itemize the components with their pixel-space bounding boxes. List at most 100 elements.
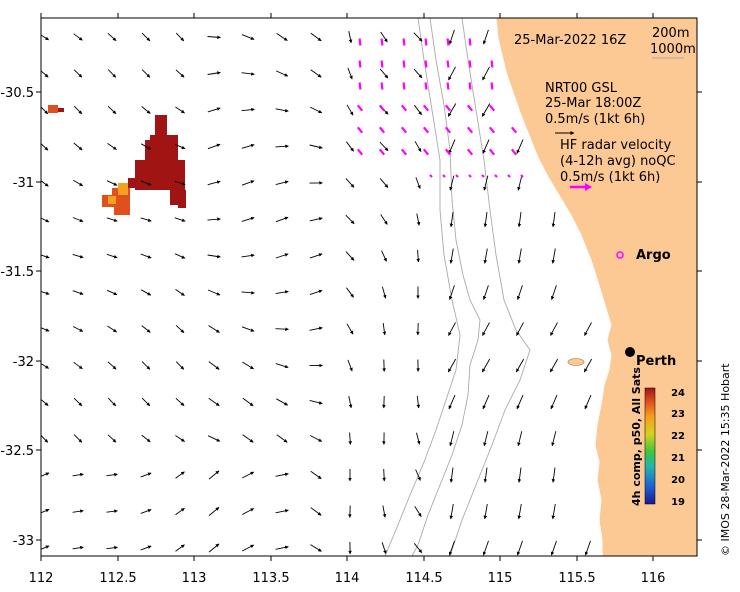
colorbar-gradient (644, 387, 656, 505)
radar-arrow (446, 82, 450, 90)
current-arrow (207, 143, 221, 150)
current-arrow (416, 249, 420, 263)
current-arrow (141, 361, 151, 370)
current-arrow (483, 504, 488, 520)
current-arrow (309, 106, 323, 114)
current-arrow (416, 395, 421, 409)
current-arrow (241, 72, 255, 76)
radar-arrow (494, 174, 498, 178)
current-arrow (346, 287, 354, 298)
current-arrow (448, 394, 456, 410)
current-arrow (175, 69, 185, 78)
radar-arrow (402, 82, 406, 90)
current-arrow (140, 289, 152, 296)
x-tick-label: 113 (182, 571, 207, 586)
current-arrow (551, 431, 557, 447)
current-arrow (242, 397, 254, 407)
current-arrow (347, 359, 353, 372)
radar-arrow (446, 38, 450, 46)
current-arrow (482, 29, 489, 45)
colorbar-title: 4h comp, p50, All Sats (630, 367, 643, 506)
current-arrow (309, 289, 323, 296)
rottnest-island (567, 358, 585, 366)
current-arrow (483, 248, 488, 264)
colorbar-tick: 24 (671, 388, 685, 399)
current-arrow (275, 363, 289, 369)
current-arrow (207, 180, 221, 186)
current-arrow (482, 285, 489, 300)
colorbar-tick: 23 (671, 409, 685, 420)
current-arrow (551, 467, 556, 483)
radar-arrow (356, 126, 364, 134)
current-arrow (416, 213, 421, 226)
current-arrow (347, 67, 353, 80)
current-arrow (517, 212, 522, 228)
current-arrow (207, 435, 221, 442)
radar-arrow (424, 60, 428, 68)
current-arrow (310, 507, 322, 516)
current-arrow (517, 467, 522, 483)
current-arrow (241, 544, 255, 552)
current-arrow (72, 290, 84, 295)
radar-arrow (380, 38, 384, 46)
current-arrow (175, 397, 185, 407)
y-tick-label: -31.5 (0, 265, 34, 280)
current-arrow (551, 212, 556, 228)
current-arrow (550, 285, 557, 300)
current-arrow (107, 361, 117, 370)
x-tick-label: 112.5 (99, 571, 136, 586)
current-arrow (208, 543, 220, 553)
gsl-current-arrows (41, 29, 593, 556)
credit-text: © IMOS 28-Mar-2022 15:35 Hobart (719, 363, 732, 556)
current-arrow (72, 217, 84, 222)
current-arrow (140, 253, 152, 259)
current-arrow (107, 69, 117, 78)
current-arrow (482, 66, 490, 81)
gsl-scale: 0.5m/s (1kt 6h) (545, 112, 645, 127)
current-arrow (448, 285, 455, 300)
current-arrow (275, 253, 289, 259)
current-arrow (516, 139, 524, 154)
perth-label: Perth (636, 354, 676, 369)
current-arrow (141, 325, 151, 333)
sst-patches (48, 105, 186, 215)
current-arrow (310, 470, 322, 480)
current-arrow (275, 472, 289, 477)
y-tick-label: -31 (13, 176, 34, 191)
current-arrow (73, 397, 83, 407)
perth-marker (625, 347, 635, 357)
current-arrow (207, 35, 221, 40)
radar-arrow (378, 104, 386, 112)
current-arrow (276, 434, 288, 443)
current-arrow (41, 508, 50, 514)
radar-arrow (442, 174, 446, 178)
radar-arrow (422, 104, 430, 112)
y-tick-label: -32.5 (0, 444, 34, 459)
radar-arrow (400, 104, 408, 112)
radar-arrow (356, 148, 364, 156)
current-arrow (309, 217, 323, 222)
radar-arrow (466, 148, 474, 156)
x-tick-label: 113.5 (252, 571, 289, 586)
current-arrow (175, 471, 185, 479)
current-arrow (348, 432, 352, 445)
current-arrow (275, 290, 289, 295)
current-arrow (41, 472, 50, 477)
argo-marker (616, 251, 624, 259)
current-arrow (175, 435, 185, 442)
current-arrow (448, 322, 456, 336)
current-arrow (584, 394, 592, 410)
current-arrow (175, 32, 185, 42)
current-arrow (107, 397, 117, 407)
x-tick-label: 114 (335, 571, 360, 586)
current-arrow (106, 509, 118, 513)
current-arrow (551, 504, 556, 520)
current-arrow (174, 180, 186, 186)
current-arrow (207, 71, 221, 75)
current-arrow (449, 504, 454, 520)
current-arrow (141, 397, 151, 407)
radar-arrow (378, 148, 386, 156)
current-arrow (107, 325, 117, 333)
current-arrow (141, 106, 151, 114)
